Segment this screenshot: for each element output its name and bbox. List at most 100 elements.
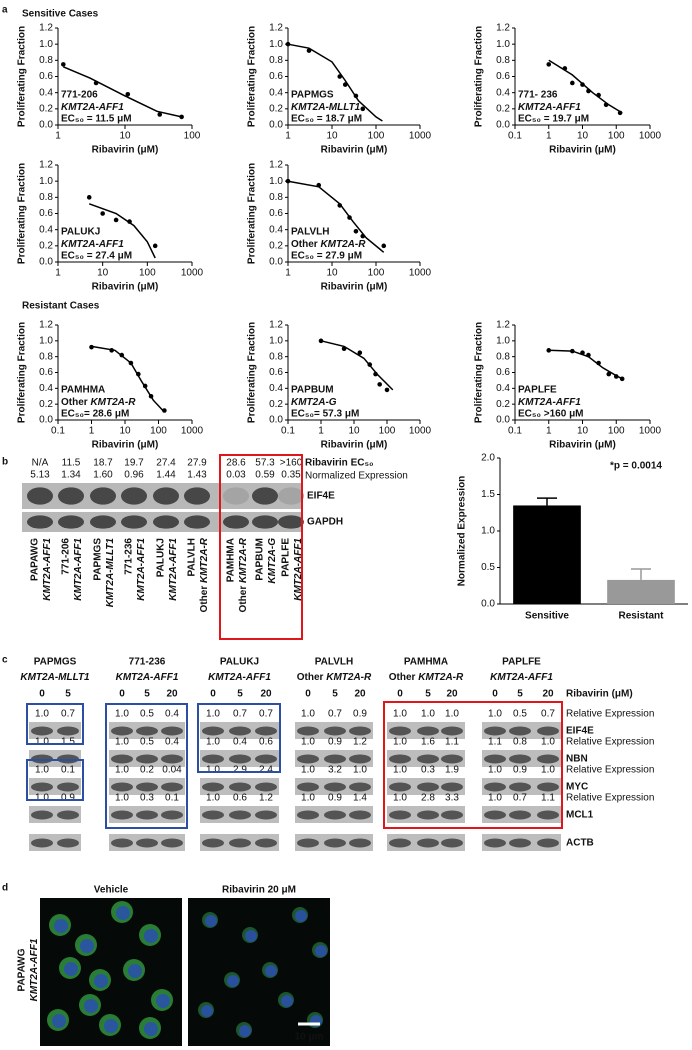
nucleus <box>52 1014 66 1028</box>
nucleus <box>295 910 307 922</box>
relative-expression: 0.7 <box>513 793 527 804</box>
x-tick-label: 0.1 <box>51 426 65 437</box>
y-tick-label: 0.0 <box>39 257 53 268</box>
data-point <box>373 371 378 377</box>
y-tick-label: 1.2 <box>496 23 510 34</box>
relative-expression: 1.0 <box>301 765 315 776</box>
y-tick-label: 0.4 <box>39 224 53 235</box>
relative-expression: 1.0 <box>35 737 49 748</box>
annotation: KMT2A-AFF1 <box>518 397 581 408</box>
cell-gene: Other KMT2A-R <box>389 672 464 683</box>
text-run: KMT2A-R <box>326 672 372 683</box>
cell-gene: KMT2A-MLLT1 <box>20 672 90 683</box>
lane-label: PAPLFE <box>281 538 292 577</box>
blot-band <box>509 838 531 848</box>
annotation: PALVLH <box>291 227 330 238</box>
x-tick-label: 10 <box>119 131 131 142</box>
relative-expression: 1.2 <box>259 793 273 804</box>
data-point <box>93 80 99 86</box>
relative-expression: 0.3 <box>421 765 435 776</box>
dose: 20 <box>166 689 178 700</box>
row-label: Ribavirin EC₅₀ <box>305 458 374 469</box>
blot-band <box>297 838 319 848</box>
text-run: Other <box>297 672 326 683</box>
panel-label: a <box>2 5 8 16</box>
blot-band <box>349 810 371 820</box>
lane-label: PAPAWG <box>30 538 41 581</box>
x-tick-label: 10 <box>119 426 131 437</box>
row-label: Relative Expression <box>566 793 654 804</box>
relative-expression: 1.0 <box>488 765 502 776</box>
annotation: EC₅₀ = 19.7 μM <box>518 114 589 125</box>
blot-band <box>57 810 79 820</box>
cell-line: PALUKJ <box>220 657 259 668</box>
y-tick-label: 0.4 <box>496 383 510 394</box>
panel-label: d <box>2 883 8 894</box>
text-run: KMT2A-AFF1 <box>293 538 304 601</box>
data-point <box>162 408 167 413</box>
data-point <box>285 178 291 184</box>
blot-band <box>136 782 158 792</box>
data-point <box>377 382 382 387</box>
lane-gene: Other KMT2A-R <box>199 537 210 612</box>
data-point <box>100 211 105 216</box>
cell-line: PAPLFE <box>502 657 541 668</box>
dose: 0 <box>210 689 216 700</box>
text-run: Other <box>389 672 418 683</box>
y-tick-label: 1.0 <box>269 176 283 187</box>
blot-band <box>161 782 183 792</box>
y-tick-label: 0.6 <box>39 71 53 82</box>
dose: 0 <box>39 689 45 700</box>
relative-expression: 1.0 <box>301 793 315 804</box>
expression-value: 0.59 <box>255 470 275 481</box>
relative-expression: 1.9 <box>445 765 459 776</box>
text-run: KMT2A-AFF1 <box>518 397 581 408</box>
data-point <box>306 48 312 53</box>
relative-expression: 0.9 <box>353 709 367 720</box>
blot-band <box>324 810 346 820</box>
blot-band <box>31 838 53 848</box>
annotation: KMT2A-AFF1 <box>61 239 124 250</box>
y-tick-label: 0.0 <box>481 599 495 610</box>
sample-gene: KMT2A-AFF1 <box>29 938 40 1001</box>
y-tick-label: 0.6 <box>269 208 283 219</box>
blot-band <box>255 810 277 820</box>
x-tick-label: 1000 <box>409 426 432 437</box>
blot-band <box>389 810 411 820</box>
blot-band <box>441 726 463 736</box>
nucleus <box>245 930 257 942</box>
relative-expression: 1.0 <box>445 709 459 720</box>
blot-band <box>202 754 224 764</box>
text-run: KMT2A-R <box>418 672 464 683</box>
relative-expression: 0.9 <box>513 765 527 776</box>
blot-band <box>389 726 411 736</box>
y-tick-label: 1.0 <box>39 335 53 346</box>
relative-expression: 1.0 <box>115 765 129 776</box>
relative-expression: 1.0 <box>115 793 129 804</box>
data-point <box>606 371 612 377</box>
relative-expression: 1.0 <box>115 737 129 748</box>
y-tick-label: 0.2 <box>269 240 283 251</box>
x-tick-label: 1 <box>89 426 95 437</box>
data-point <box>613 374 619 379</box>
blot-band <box>417 810 439 820</box>
y-tick-label: 0.8 <box>39 351 53 362</box>
data-point <box>113 217 119 223</box>
data-point <box>619 376 625 382</box>
text-run: KMT2A-R <box>320 239 366 250</box>
relative-expression: 2.4 <box>259 765 273 776</box>
text-run: KMT2A-AFF1 <box>73 538 84 601</box>
blot-band <box>111 726 133 736</box>
y-tick-label: 0.4 <box>496 87 510 98</box>
ec50-value: 57.3 <box>255 458 275 469</box>
y-tick-label: 0.8 <box>269 192 283 203</box>
blot-band <box>255 754 277 764</box>
dose: 0 <box>119 689 125 700</box>
annotation: PAPLFE <box>518 385 557 396</box>
blot-band <box>537 726 559 736</box>
x-tick-label: 10 <box>326 268 338 279</box>
x-tick-label: 100 <box>368 268 385 279</box>
heading: Sensitive Cases <box>22 9 99 20</box>
blot-band <box>153 487 179 505</box>
nucleus <box>156 994 170 1008</box>
